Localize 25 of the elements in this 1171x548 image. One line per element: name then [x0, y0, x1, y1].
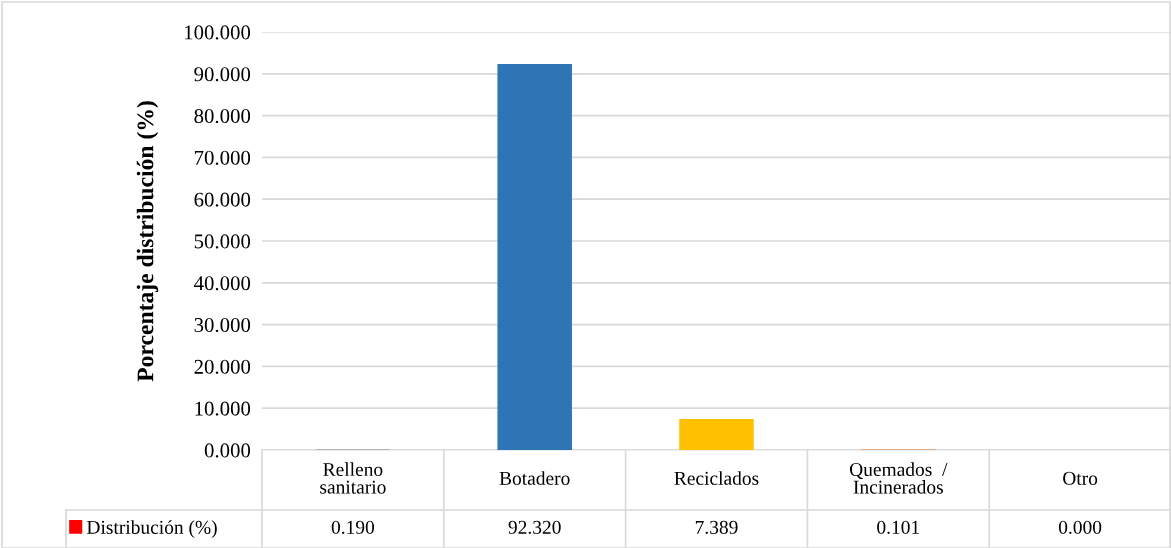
y-axis-title: Porcentaje distribución (%)	[136, 101, 159, 382]
y-tick-label: 20.000	[194, 359, 251, 374]
x-tick-label: Quemados / Incinerados	[849, 462, 948, 494]
y-tick-label: 0.000	[204, 443, 251, 458]
y-tick-label: 40.000	[194, 276, 251, 291]
bar	[497, 64, 572, 450]
y-tick-label: 10.000	[195, 401, 251, 416]
x-tick-label: Botadero	[499, 471, 570, 485]
y-tick-label: 100.000	[185, 25, 251, 40]
data-label: 0.000	[1058, 520, 1102, 534]
y-tick-label: 60.000	[194, 192, 251, 207]
text: Distribución (%)	[86, 520, 217, 538]
x-tick-label: Otro	[1063, 471, 1098, 485]
data-label: 0.101	[877, 520, 920, 534]
data-label: 0.190	[331, 520, 375, 534]
x-tick-label: Relleno sanitario	[320, 462, 386, 494]
x-tick-label: Reciclados	[674, 471, 759, 485]
bar	[679, 419, 754, 450]
data-label: 7.389	[695, 520, 738, 534]
y-tick-label: 30.000	[194, 317, 251, 333]
y-tick-label: 80.000	[194, 108, 251, 124]
y-tick-label: 70.000	[194, 150, 251, 165]
y-tick-label: 50.000	[194, 234, 251, 249]
y-tick-label: 90.000	[194, 67, 251, 82]
data-label: 92.320	[508, 520, 561, 534]
